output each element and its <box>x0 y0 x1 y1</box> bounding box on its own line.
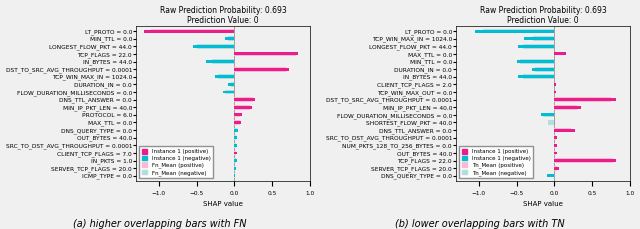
Bar <box>228 83 234 86</box>
Bar <box>212 59 234 64</box>
Bar <box>234 143 236 148</box>
Bar <box>230 82 234 87</box>
Text: (a) higher overlapping bars with FN: (a) higher overlapping bars with FN <box>73 219 247 229</box>
Bar <box>234 105 250 110</box>
Bar <box>193 45 234 48</box>
Bar <box>554 90 556 93</box>
Bar <box>234 174 235 177</box>
Bar <box>541 113 554 116</box>
Bar <box>234 129 238 131</box>
Bar <box>483 29 554 33</box>
Bar <box>144 30 234 33</box>
Bar <box>523 74 554 79</box>
Bar <box>554 143 555 148</box>
Bar <box>234 158 236 163</box>
Bar <box>196 44 234 49</box>
Text: (b) lower overlapping bars with TN: (b) lower overlapping bars with TN <box>395 219 565 229</box>
Bar <box>234 68 289 71</box>
Bar <box>554 98 616 101</box>
Bar <box>234 166 235 171</box>
Bar <box>234 120 239 125</box>
Bar <box>547 174 554 177</box>
Bar <box>234 98 255 101</box>
Bar <box>554 151 556 155</box>
Bar <box>151 29 234 33</box>
Bar <box>234 67 285 71</box>
Bar <box>518 75 554 78</box>
X-axis label: SHAP value: SHAP value <box>203 202 243 207</box>
Bar <box>234 144 237 147</box>
Bar <box>225 90 234 94</box>
Bar <box>533 36 554 41</box>
Bar <box>554 166 557 171</box>
Title: Raw Prediction Probability: 0.693
Prediction Value: 0: Raw Prediction Probability: 0.693 Predic… <box>479 5 606 25</box>
Bar <box>523 44 554 49</box>
Bar <box>216 75 234 78</box>
Bar <box>554 159 616 162</box>
Bar <box>516 60 554 63</box>
Bar <box>234 52 298 55</box>
Bar <box>225 37 234 40</box>
Bar <box>554 105 577 110</box>
Bar <box>554 136 557 139</box>
Bar <box>223 90 234 93</box>
Bar <box>234 136 237 139</box>
Bar <box>218 74 234 79</box>
X-axis label: SHAP value: SHAP value <box>523 202 563 207</box>
Bar <box>475 30 554 33</box>
Bar <box>234 106 252 109</box>
Bar <box>554 144 557 147</box>
Bar <box>234 52 296 56</box>
Bar <box>234 128 237 132</box>
Bar <box>234 112 241 117</box>
Bar <box>536 67 554 71</box>
Bar <box>524 37 554 40</box>
Bar <box>234 159 237 162</box>
Bar <box>554 129 575 131</box>
Bar <box>554 106 580 109</box>
Legend: Instance 1 (positive), Instance 1 (negative), Tn_Mean (positive), Tn_Mean (negat: Instance 1 (positive), Instance 1 (negat… <box>459 146 533 178</box>
Bar <box>205 60 234 63</box>
Bar <box>520 59 554 64</box>
Bar <box>554 83 556 86</box>
Bar <box>554 128 571 132</box>
Bar <box>554 135 556 140</box>
Bar <box>554 97 611 102</box>
Bar <box>234 151 236 155</box>
Bar <box>234 113 242 116</box>
Bar <box>234 135 236 140</box>
Bar <box>554 152 557 154</box>
Bar <box>234 121 241 124</box>
Bar <box>234 152 237 154</box>
Bar <box>234 167 236 170</box>
Legend: Instance 1 (positive), Instance 1 (negative), Fn_Mean (positive), Fn_Mean (negat: Instance 1 (positive), Instance 1 (negat… <box>139 146 213 178</box>
Bar <box>532 68 554 71</box>
Bar <box>554 158 613 163</box>
Bar <box>228 36 234 41</box>
Bar <box>234 97 253 102</box>
Title: Raw Prediction Probability: 0.693
Prediction Value: 0: Raw Prediction Probability: 0.693 Predic… <box>159 5 286 25</box>
Bar <box>554 167 559 170</box>
Bar <box>543 112 554 117</box>
Bar <box>518 45 554 48</box>
Bar <box>554 52 566 55</box>
Bar <box>548 120 554 125</box>
